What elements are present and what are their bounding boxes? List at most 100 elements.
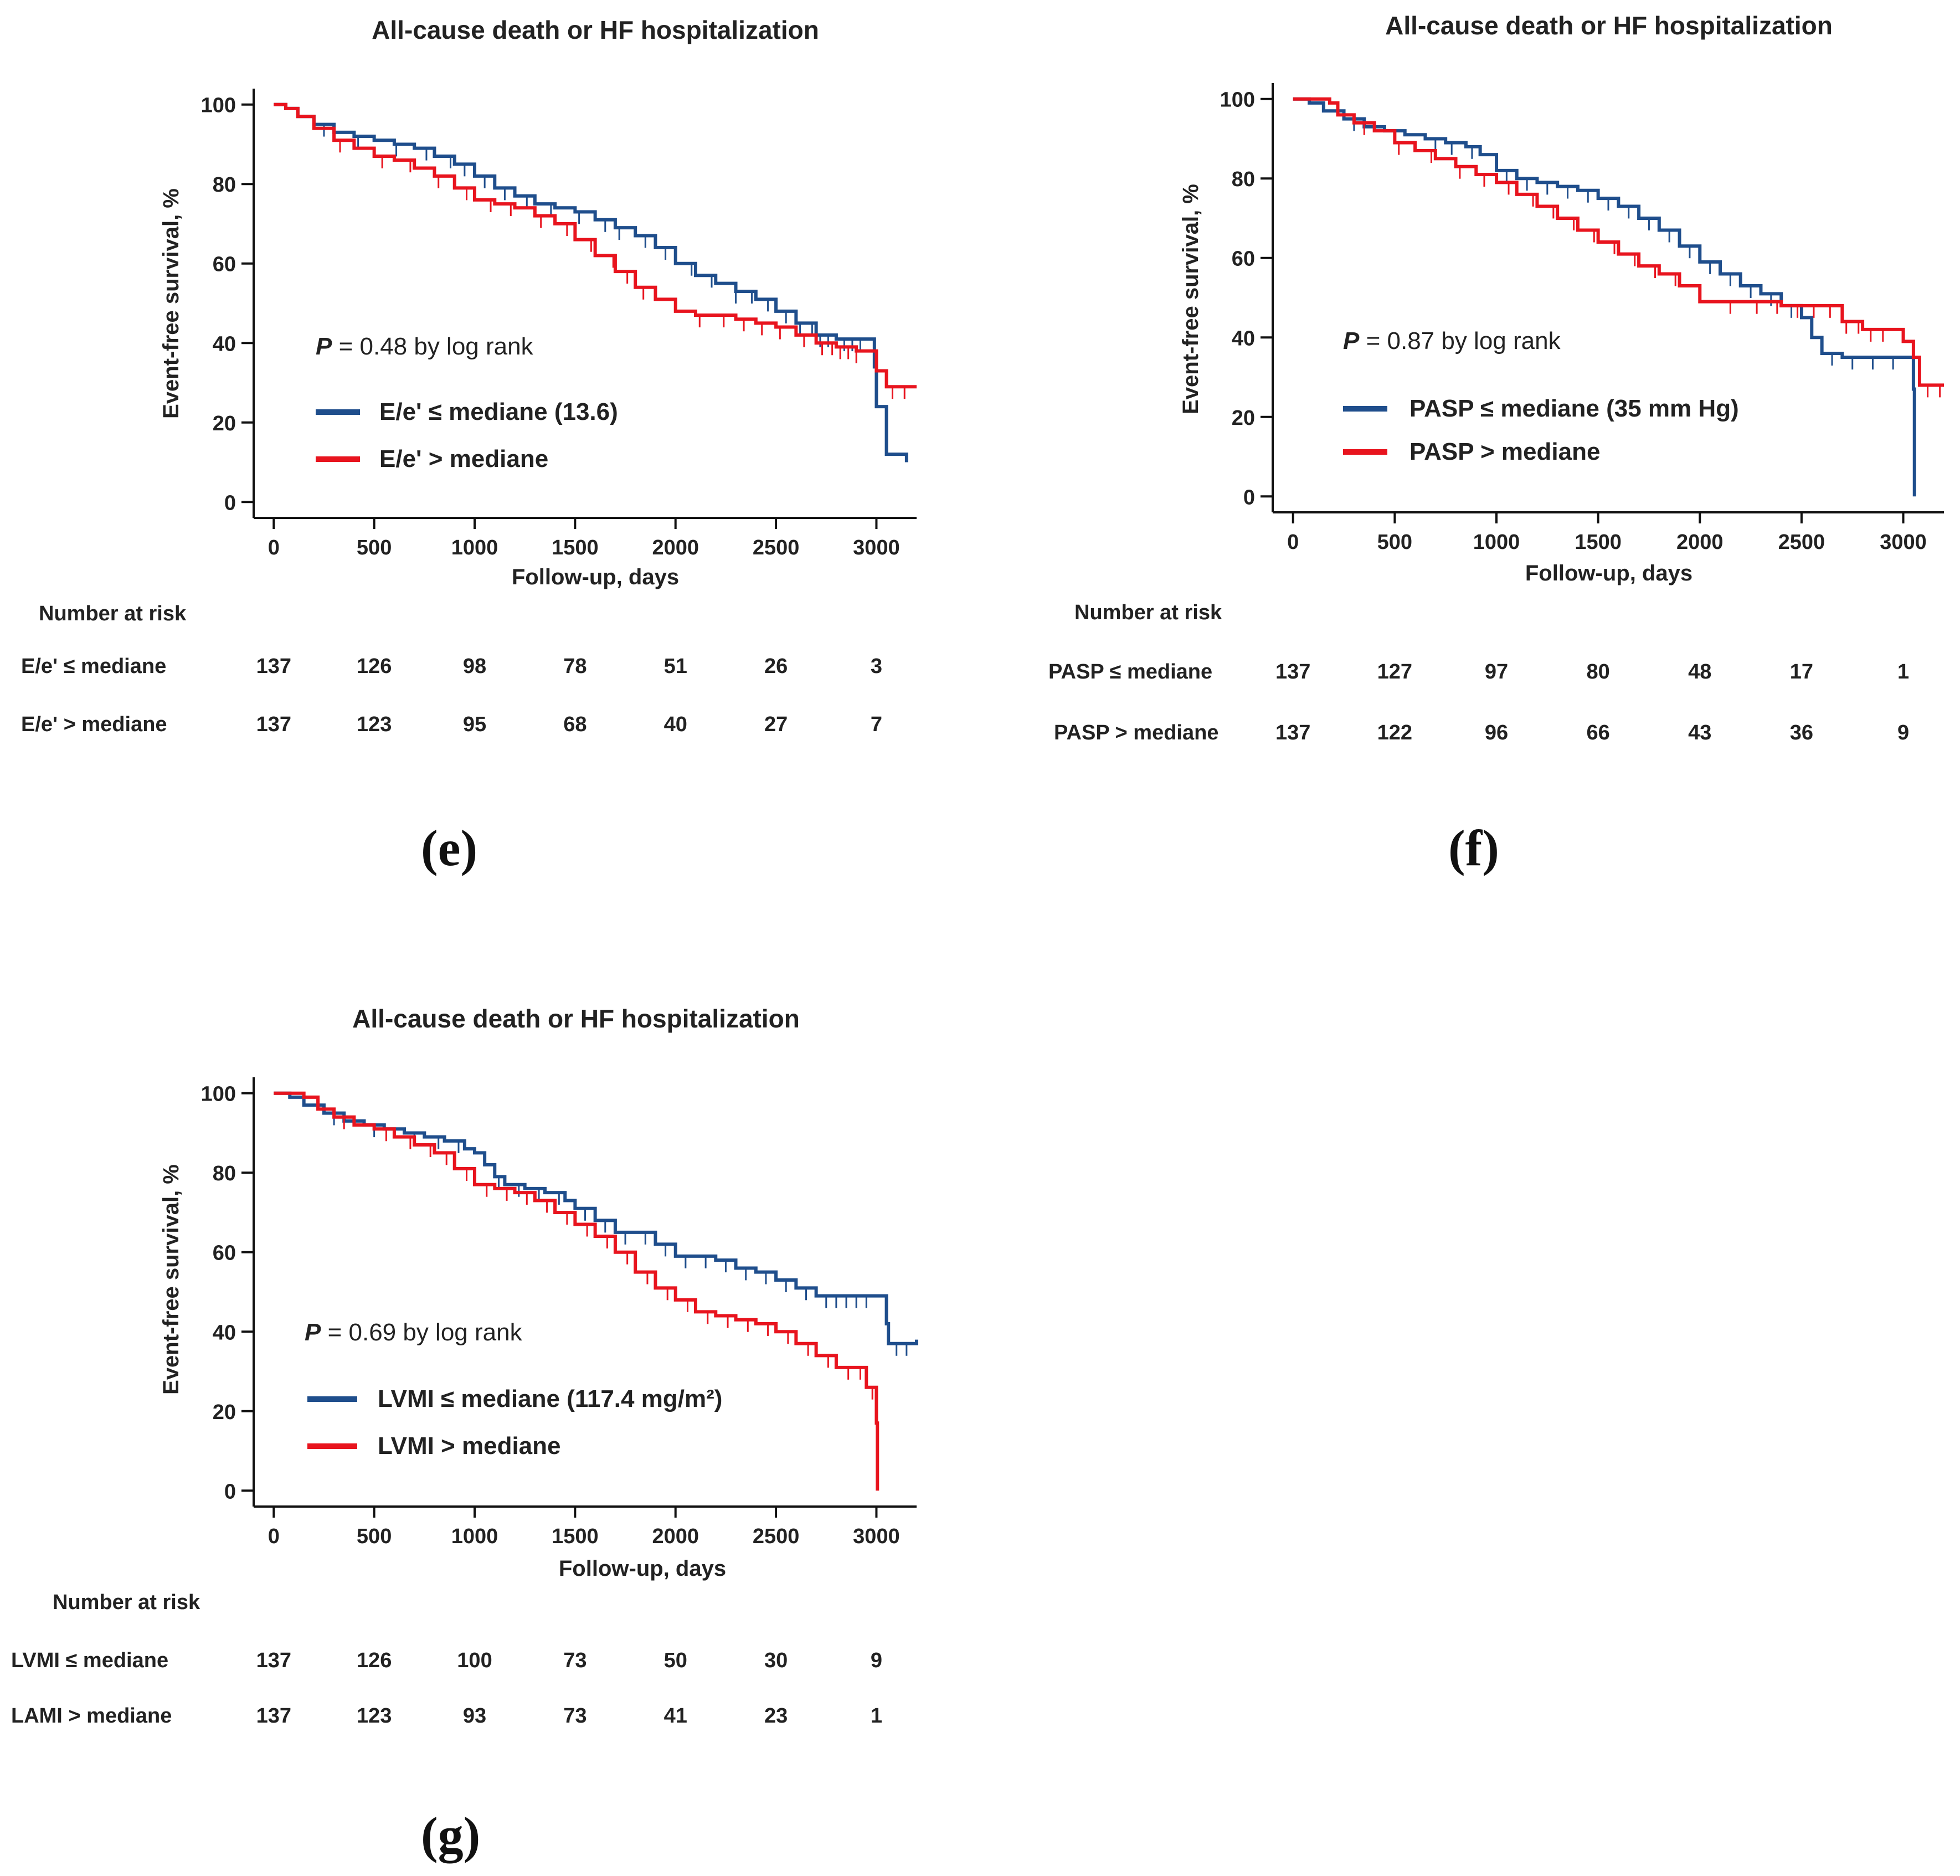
km-chart-f: All-cause death or HF hospitalization 0 20… [1048, 11, 1944, 744]
risk-value: 66 [1586, 721, 1609, 744]
y-tick-label: 60 [213, 1242, 236, 1265]
x-tick-label: 2500 [753, 1525, 800, 1548]
risk-value: 137 [256, 713, 291, 736]
risk-value: 78 [563, 655, 587, 678]
legend-label: E/e' ≤ mediane (13.6) [379, 398, 618, 425]
risk-value: 80 [1586, 660, 1609, 683]
risk-table-heading: Number at risk [1074, 601, 1222, 624]
legend-label: LVMI ≤ mediane (117.4 mg/m²) [378, 1385, 722, 1412]
x-axis-label: Follow-up, days [1525, 561, 1693, 585]
x-tick-label: 0 [268, 1525, 280, 1548]
risk-row-label: E/e' ≤ mediane [21, 655, 166, 678]
y-tick-label: 20 [213, 412, 236, 435]
risk-value: 40 [664, 713, 687, 736]
km-panel-e: All-cause death or HF hospitalization 0 20… [0, 0, 980, 914]
x-tick-label: 3000 [853, 536, 900, 559]
x-tick-label: 1000 [451, 536, 498, 559]
risk-value: 3 [871, 655, 882, 678]
p-value-annotation: P = 0.87 by log rank [1343, 327, 1561, 354]
y-tick-label: 80 [213, 1162, 236, 1185]
risk-value: 137 [256, 1704, 291, 1728]
series-line-blue [274, 1091, 918, 1345]
km-panel-f: All-cause death or HF hospitalization 0 20… [980, 0, 1960, 914]
x-tick-label: 1500 [1575, 531, 1622, 554]
x-tick-label: 1000 [1473, 531, 1520, 554]
risk-value: 41 [664, 1704, 687, 1728]
x-tick-label: 2000 [652, 1525, 699, 1548]
p-value-symbol: P [1343, 327, 1360, 354]
legend-label: E/e' > mediane [379, 445, 548, 472]
x-tick-label: 500 [1377, 531, 1412, 554]
risk-row-label: PASP > mediane [1054, 721, 1218, 744]
y-tick-label: 0 [1243, 486, 1255, 509]
km-chart-e: All-cause death or HF hospitalization 0 20… [21, 16, 917, 736]
p-value-symbol: P [316, 333, 332, 360]
x-tick-label: 2500 [1778, 531, 1825, 554]
km-chart-g: All-cause death or HF hospitalization 0 20… [11, 1004, 918, 1728]
series-line-red [274, 102, 917, 389]
chart-title: All-cause death or HF hospitalization [352, 1004, 800, 1033]
risk-value: 1 [1897, 660, 1909, 683]
p-value-annotation: P = 0.69 by log rank [305, 1319, 523, 1346]
risk-value: 126 [357, 655, 392, 678]
risk-value: 95 [463, 713, 486, 736]
x-tick-label: 500 [357, 536, 392, 559]
x-tick-label: 500 [357, 1525, 392, 1548]
risk-value: 137 [256, 655, 291, 678]
series-line-blue [1293, 97, 1916, 497]
x-axis-label: Follow-up, days [559, 1556, 726, 1581]
x-tick-label: 0 [1287, 531, 1299, 554]
y-axis-label: Event-free survival, % [159, 1164, 183, 1395]
risk-value: 27 [764, 713, 788, 736]
risk-value: 43 [1688, 721, 1711, 744]
series-line-red [274, 1091, 879, 1491]
y-tick-label: 100 [201, 94, 236, 117]
risk-value: 123 [357, 713, 392, 736]
risk-value: 51 [664, 655, 687, 678]
risk-table-heading: Number at risk [53, 1591, 200, 1614]
p-value-symbol: P [305, 1319, 321, 1346]
legend-label: PASP > mediane [1409, 438, 1600, 465]
y-tick-label: 60 [213, 253, 236, 276]
risk-value: 1 [871, 1704, 882, 1728]
y-tick-label: 20 [213, 1401, 236, 1424]
y-tick-label: 0 [224, 491, 236, 515]
x-tick-label: 1500 [552, 1525, 599, 1548]
risk-row-label: LAMI > mediane [11, 1704, 172, 1728]
risk-value: 9 [871, 1649, 882, 1672]
risk-value: 100 [457, 1649, 492, 1672]
risk-value: 68 [563, 713, 587, 736]
legend-label: LVMI > mediane [378, 1432, 561, 1459]
risk-value: 7 [871, 713, 882, 736]
risk-value: 30 [764, 1649, 788, 1672]
series-line-blue [274, 102, 908, 462]
risk-value: 122 [1377, 721, 1412, 744]
y-tick-label: 100 [1220, 89, 1255, 112]
p-value-annotation: P = 0.48 by log rank [316, 333, 534, 360]
x-tick-label: 3000 [1880, 531, 1927, 554]
km-panel-g: All-cause death or HF hospitalization 0 20… [0, 991, 980, 1876]
y-tick-label: 80 [1232, 168, 1255, 191]
risk-value: 137 [1275, 721, 1310, 744]
risk-value: 73 [563, 1649, 587, 1672]
risk-value: 126 [357, 1649, 392, 1672]
risk-value: 93 [463, 1704, 486, 1728]
x-tick-label: 3000 [853, 1525, 900, 1548]
risk-row-label: LVMI ≤ mediane [11, 1649, 168, 1672]
risk-value: 96 [1485, 721, 1508, 744]
x-axis-label: Follow-up, days [512, 565, 679, 589]
risk-value: 98 [463, 655, 486, 678]
chart-title: All-cause death or HF hospitalization [372, 16, 819, 44]
risk-value: 137 [256, 1649, 291, 1672]
risk-value: 26 [764, 655, 788, 678]
risk-value: 123 [357, 1704, 392, 1728]
risk-value: 17 [1790, 660, 1813, 683]
y-tick-label: 40 [1232, 327, 1255, 350]
p-value-text: = 0.69 by log rank [321, 1319, 522, 1346]
y-tick-label: 40 [213, 1321, 236, 1344]
y-tick-label: 0 [224, 1480, 236, 1503]
y-axis-label: Event-free survival, % [1179, 184, 1203, 414]
risk-value: 73 [563, 1704, 587, 1728]
x-tick-label: 1500 [552, 536, 599, 559]
p-value-text: = 0.87 by log rank [1359, 327, 1561, 354]
